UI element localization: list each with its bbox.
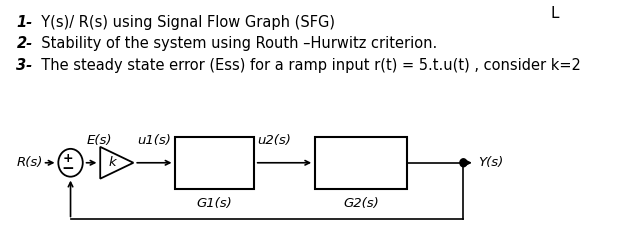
Text: u2(s): u2(s) [258, 134, 291, 147]
Text: E(s): E(s) [87, 134, 112, 147]
Text: G1(s): G1(s) [197, 197, 233, 209]
Text: The steady state error (Ess) for a ramp input r(t) = 5.t.u(t) , consider k=2: The steady state error (Ess) for a ramp … [32, 58, 581, 73]
Text: k: k [109, 156, 117, 169]
Bar [175, 137, 254, 189]
Text: R(s): R(s) [17, 156, 43, 169]
Text: Y(s): Y(s) [478, 156, 503, 169]
Text: 1-: 1- [17, 15, 33, 30]
Text: s + 2: s + 2 [194, 169, 235, 184]
Text: u1(s): u1(s) [137, 134, 171, 147]
Text: s² + 3s: s² + 3s [331, 168, 390, 186]
Text: s + 15: s + 15 [190, 147, 240, 162]
Bar [315, 137, 406, 189]
Text: 1: 1 [356, 147, 366, 162]
Text: +: + [63, 152, 73, 165]
Text: Stability of the system using Routh –Hurwitz criterion.: Stability of the system using Routh –Hur… [32, 36, 437, 52]
Text: Y(s)/ R(s) using Signal Flow Graph (SFG): Y(s)/ R(s) using Signal Flow Graph (SFG) [32, 15, 335, 30]
Text: −: − [62, 161, 74, 176]
Text: G2(s): G2(s) [343, 197, 379, 209]
Text: 3-: 3- [17, 58, 33, 73]
Text: L: L [551, 6, 559, 21]
Text: 2-: 2- [17, 36, 33, 52]
Circle shape [460, 159, 467, 167]
